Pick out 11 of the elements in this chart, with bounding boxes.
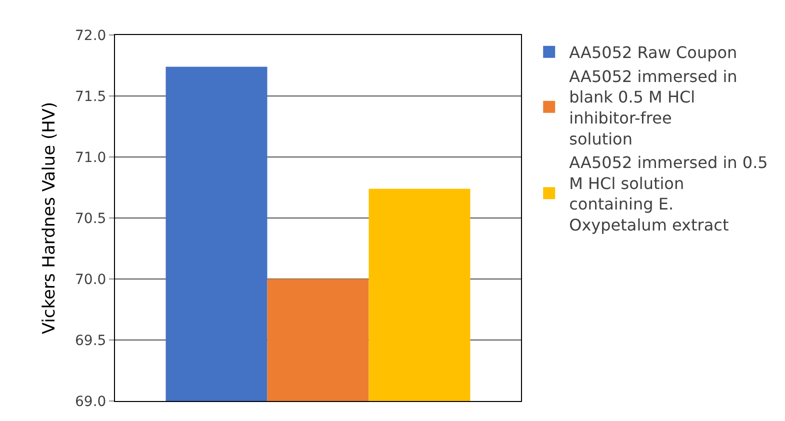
y-tick-label: 69.5 [75, 332, 106, 349]
y-axis-title: Vickers Hardnes Value (HV) [40, 102, 60, 334]
y-tick-label: 69.0 [75, 394, 106, 410]
legend-label: AA5052 Raw Coupon [569, 43, 738, 62]
legend-label: AA5052 immersed in blank 0.5 M HCl inhibitor-free solution [569, 66, 738, 148]
y-tick-label: 71.5 [75, 88, 106, 105]
y-tick-label: 70.0 [75, 272, 106, 288]
y-tick-label: 72.0 [75, 28, 106, 44]
y-tick-label: 71.0 [75, 150, 106, 166]
y-tick-label: 70.5 [75, 210, 106, 227]
legend-label: AA5052 immersed in 0.5 M HCl solution containing E. Oxypetalum extract [569, 153, 768, 235]
